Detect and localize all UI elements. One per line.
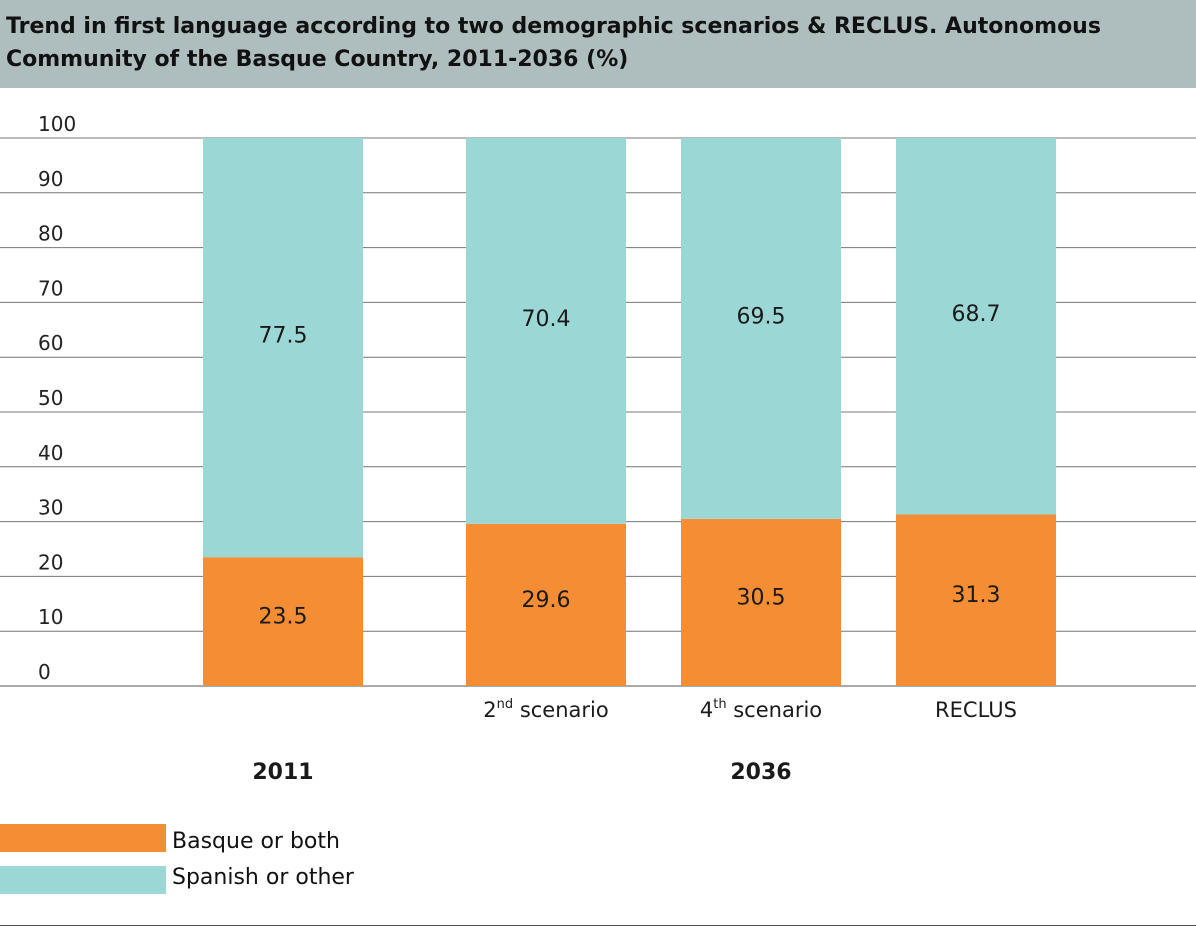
y-tick-label: 70 xyxy=(38,276,63,300)
data-label: 29.6 xyxy=(522,588,571,613)
data-label: 69.5 xyxy=(737,304,786,329)
stacked-bar-chart: 0 10 20 30 40 50 60 70 80 90 100 23.5 77.5 29.6 70.4 30… xyxy=(0,112,1196,785)
y-tick-label: 60 xyxy=(38,331,63,355)
data-label: 77.5 xyxy=(259,324,308,349)
y-tick-label: 40 xyxy=(38,441,63,465)
group-label-2011: 2011 xyxy=(252,760,313,785)
y-tick-label: 20 xyxy=(38,550,63,574)
bar-segment-spanish xyxy=(466,138,626,524)
bar-segment-basque xyxy=(466,523,626,686)
bar-segment-spanish xyxy=(203,138,363,558)
legend-swatch-spanish xyxy=(0,866,166,894)
bar-segment-basque xyxy=(896,514,1056,686)
bar-segment-basque xyxy=(681,518,841,686)
bar-segment-spanish xyxy=(896,138,1056,515)
y-tick-label: 10 xyxy=(38,605,63,629)
data-label: 31.3 xyxy=(952,583,1001,608)
title-band: Trend in first language according to two… xyxy=(0,0,1196,88)
y-tick-label: 0 xyxy=(38,660,51,684)
data-label: 68.7 xyxy=(952,302,1001,327)
legend-label-basque: Basque or both xyxy=(172,829,340,854)
y-tick-label: 80 xyxy=(38,222,63,246)
category-label: RECLUS xyxy=(935,698,1017,722)
bar-segment-spanish xyxy=(681,138,841,519)
data-label: 30.5 xyxy=(737,585,786,610)
legend-swatch-basque xyxy=(0,824,166,852)
bar-segment-basque xyxy=(203,557,363,686)
legend-label-spanish: Spanish or other xyxy=(172,865,354,890)
y-tick-label: 90 xyxy=(38,167,63,191)
data-label: 23.5 xyxy=(259,605,308,630)
bottom-rule xyxy=(0,925,1196,926)
category-label: 4th scenario xyxy=(700,697,822,722)
category-label: 2nd scenario xyxy=(483,697,608,722)
data-label: 70.4 xyxy=(522,307,571,332)
y-tick-label: 30 xyxy=(38,496,63,520)
chart-title: Trend in first language according to two… xyxy=(6,14,1101,72)
y-tick-label: 50 xyxy=(38,386,63,410)
group-label-2036: 2036 xyxy=(730,760,791,785)
y-tick-label: 100 xyxy=(38,112,76,136)
